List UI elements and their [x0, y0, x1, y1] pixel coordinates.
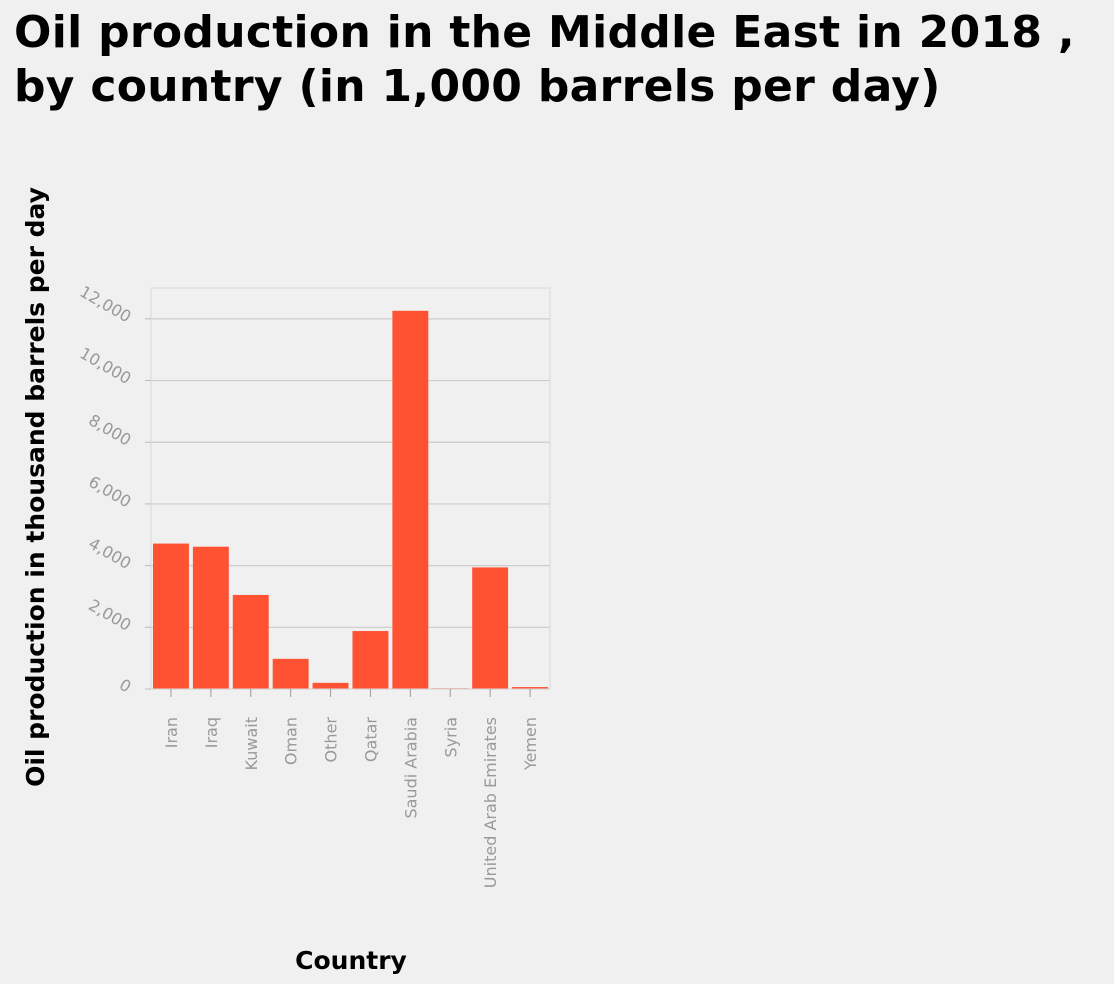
y-tick-label: 2,000 — [85, 595, 134, 634]
x-tick-label: Saudi Arabia — [401, 717, 420, 819]
x-tick-label: Iran — [162, 717, 181, 748]
x-axis-title: Country — [295, 946, 407, 975]
bar — [392, 310, 429, 689]
x-tick-label: United Arab Emirates — [481, 717, 500, 888]
x-tick-label: Syria — [441, 717, 460, 757]
y-tick-label: 8,000 — [85, 410, 134, 449]
x-tick-label: Kuwait — [242, 717, 261, 770]
chart-title: Oil production in the Middle East in 201… — [14, 7, 1075, 112]
y-axis-title: Oil production in thousand barrels per d… — [21, 187, 50, 787]
plot-border — [150, 287, 551, 690]
y-tick-label: 10,000 — [77, 344, 135, 388]
bar — [352, 631, 389, 689]
bar — [152, 543, 189, 689]
plot-area — [150, 287, 551, 690]
y-axis-ticks: 0 2,000 4,000 6,000 8,000 10,000 12,000 — [77, 282, 151, 697]
bar — [192, 546, 229, 689]
bar — [472, 567, 509, 689]
y-tick-label: 12,000 — [77, 282, 135, 326]
x-tick-label: Other — [322, 717, 341, 763]
bar — [512, 687, 549, 689]
bars — [152, 310, 549, 689]
y-tick-label: 0 — [116, 675, 134, 697]
x-tick-label: Iraq — [202, 717, 221, 748]
y-tick-label: 6,000 — [85, 472, 134, 511]
bar — [232, 594, 269, 689]
x-tick-label: Yemen — [521, 717, 540, 771]
y-tick-label: 4,000 — [85, 534, 134, 573]
bar — [272, 658, 309, 689]
x-tick-label: Qatar — [361, 717, 380, 762]
x-tick-label: Oman — [282, 717, 301, 765]
bar — [312, 682, 349, 689]
x-axis-ticks: Iran Iraq Kuwait Oman Other Qatar Saudi Arabia… — [162, 689, 540, 888]
